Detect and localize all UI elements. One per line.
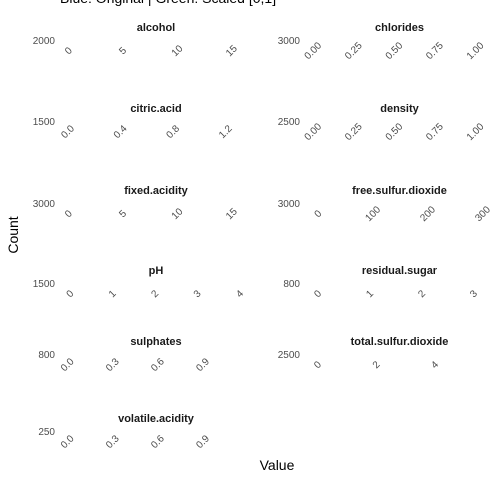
x-tick-label: 0.3 bbox=[104, 356, 122, 374]
x-tick-label: 1 bbox=[364, 288, 376, 300]
x-tick-label: 200 bbox=[418, 204, 438, 224]
y-tick-label: 250 bbox=[38, 427, 55, 438]
y-tick-label: 2500 bbox=[278, 350, 301, 361]
y-axis-label: Count bbox=[5, 216, 21, 253]
panel-title: total.sulfur.dioxide bbox=[351, 336, 449, 348]
x-tick-label: 0 bbox=[63, 208, 75, 220]
y-tick-label: 800 bbox=[38, 350, 55, 361]
x-tick-label: 3 bbox=[468, 288, 480, 300]
y-tick-label: 1500 bbox=[33, 279, 56, 290]
x-tick-label: 1.00 bbox=[465, 121, 487, 143]
panel-title: sulphates bbox=[130, 336, 181, 348]
x-tick-label: 15 bbox=[224, 206, 240, 222]
y-tick-label: 2500 bbox=[278, 117, 301, 128]
x-tick-label: 0 bbox=[63, 45, 75, 57]
panel-title: citric.acid bbox=[130, 103, 181, 115]
x-tick-label: 0.25 bbox=[343, 121, 365, 143]
panel-title: residual.sugar bbox=[362, 265, 438, 277]
x-tick-label: 0.0 bbox=[59, 123, 77, 141]
x-tick-label: 0 bbox=[313, 208, 325, 220]
x-tick-label: 0.8 bbox=[164, 123, 182, 141]
y-tick-label: 2000 bbox=[33, 36, 56, 47]
x-tick-label: 0.6 bbox=[149, 356, 167, 374]
x-tick-label: 0.0 bbox=[59, 356, 77, 374]
panel-title: pH bbox=[149, 265, 164, 277]
x-tick-label: 0.00 bbox=[303, 40, 325, 62]
x-tick-label: 0.9 bbox=[194, 356, 212, 374]
panel-title: alcohol bbox=[137, 22, 176, 34]
x-tick-label: 0.4 bbox=[112, 123, 130, 141]
y-tick-label: 3000 bbox=[278, 36, 301, 47]
x-tick-label: 0 bbox=[312, 288, 324, 300]
x-tick-label: 2 bbox=[149, 288, 161, 300]
x-tick-label: 0.3 bbox=[104, 433, 122, 451]
x-tick-label: 300 bbox=[473, 204, 493, 224]
x-tick-label: 4 bbox=[234, 288, 246, 300]
x-tick-label: 10 bbox=[170, 43, 186, 59]
x-tick-label: 0.50 bbox=[384, 121, 406, 143]
x-tick-label: 0 bbox=[312, 359, 324, 371]
x-tick-label: 0.00 bbox=[303, 121, 325, 143]
x-tick-label: 0.6 bbox=[149, 433, 167, 451]
x-tick-label: 2 bbox=[416, 288, 428, 300]
x-tick-label: 4 bbox=[429, 359, 441, 371]
x-tick-label: 10 bbox=[170, 206, 186, 222]
x-tick-label: 1.00 bbox=[465, 40, 487, 62]
panel-title: density bbox=[380, 103, 419, 115]
x-tick-label: 0.50 bbox=[384, 40, 406, 62]
panel-title: volatile.acidity bbox=[118, 413, 195, 425]
x-tick-label: 5 bbox=[117, 45, 129, 57]
x-axis-label: Value bbox=[260, 457, 295, 473]
x-tick-label: 2 bbox=[371, 359, 383, 371]
x-tick-label: 0.9 bbox=[194, 433, 212, 451]
y-tick-label: 3000 bbox=[278, 199, 301, 210]
x-tick-label: 1 bbox=[107, 288, 119, 300]
subtitle: Blue: Original | Green: Scaled [0,1] bbox=[60, 0, 276, 6]
y-tick-label: 1500 bbox=[33, 117, 56, 128]
x-tick-label: 100 bbox=[364, 204, 384, 224]
y-tick-label: 3000 bbox=[33, 199, 56, 210]
panel-title: free.sulfur.dioxide bbox=[352, 185, 447, 197]
x-tick-label: 15 bbox=[224, 43, 240, 59]
x-tick-label: 0.25 bbox=[343, 40, 365, 62]
x-tick-label: 5 bbox=[117, 208, 129, 220]
x-tick-label: 3 bbox=[192, 288, 204, 300]
x-tick-label: 1.2 bbox=[217, 123, 235, 141]
x-tick-label: 0 bbox=[65, 288, 77, 300]
y-tick-label: 800 bbox=[283, 279, 300, 290]
panel-title: fixed.acidity bbox=[124, 185, 188, 197]
x-tick-label: 0.75 bbox=[424, 40, 446, 62]
x-tick-label: 0.0 bbox=[59, 433, 77, 451]
x-tick-label: 0.75 bbox=[424, 121, 446, 143]
panel-title: chlorides bbox=[375, 22, 424, 34]
